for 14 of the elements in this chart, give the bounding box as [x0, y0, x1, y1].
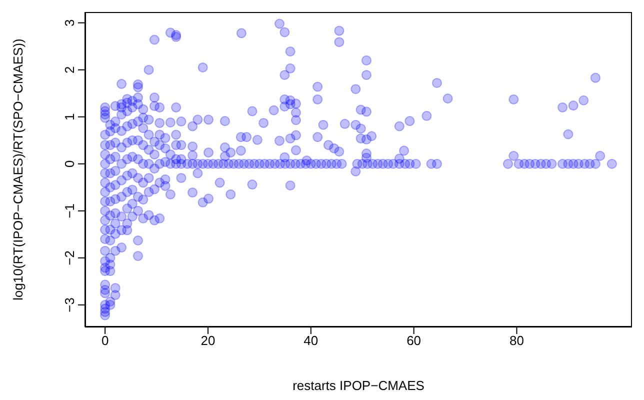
y-tick-label: −3	[62, 297, 77, 312]
y-tick-label: 1	[62, 113, 77, 120]
x-tick-label: 40	[304, 333, 318, 348]
x-axis-title: restarts IPOP−CMAES	[292, 378, 425, 393]
x-tick-label: 20	[200, 333, 216, 348]
x-tick-label: 0	[101, 333, 109, 348]
y-tick-label: 0	[62, 160, 77, 168]
x-tick-label: 60	[406, 333, 422, 348]
x-tick-label: 80	[510, 333, 524, 348]
y-tick-label: −1	[62, 203, 77, 218]
y-tick-label: −2	[62, 250, 77, 266]
y-tick-label: 3	[62, 19, 77, 26]
y-axis-title: log10(RT(IPOP−CMAES)/RT(SPO−CMAES))	[10, 38, 26, 300]
y-tick-label: 2	[62, 66, 77, 74]
